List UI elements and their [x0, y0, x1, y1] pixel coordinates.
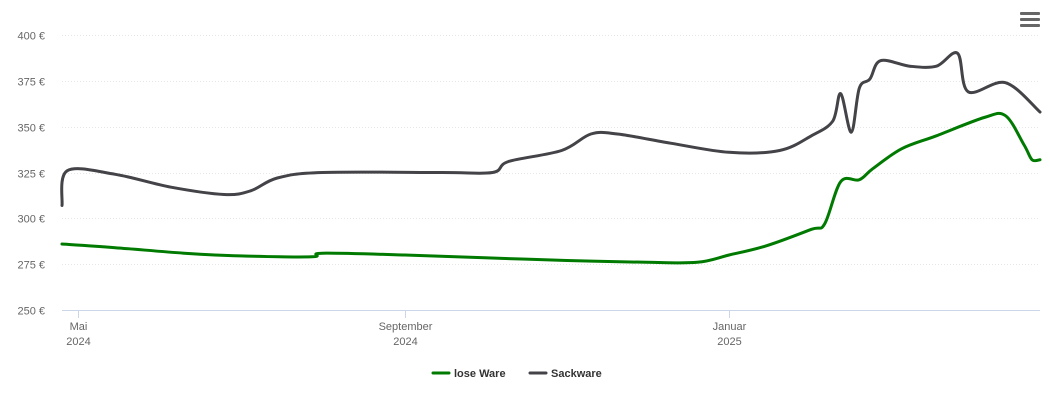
hamburger-menu-icon-bar [1020, 18, 1040, 21]
x-tick-label-year: 2024 [66, 336, 90, 348]
x-tick-label-month: September [379, 321, 433, 333]
y-tick-label: 275 € [17, 260, 45, 272]
y-tick-label: 250 € [17, 306, 45, 318]
series-line-sackware[interactable] [60, 51, 1042, 207]
grid-lines [62, 35, 1040, 265]
y-tick-label: 325 € [17, 169, 45, 181]
x-tick-label-month: Mai [70, 321, 88, 333]
y-tick-label: 400 € [17, 31, 45, 43]
chart-menu-button[interactable] [1020, 12, 1040, 30]
y-axis-labels: 250 € 275 € 300 € 325 € 350 € 375 € 400 € [17, 31, 45, 318]
x-tick-label-year: 2024 [393, 336, 417, 348]
legend[interactable]: lose Ware Sackware [431, 368, 602, 380]
series-lines [60, 51, 1042, 265]
x-tick-label-month: Januar [713, 321, 747, 333]
series-line-lose-ware[interactable] [60, 111, 1042, 265]
hamburger-menu-icon-bar [1020, 24, 1040, 27]
y-tick-label: 350 € [17, 123, 45, 135]
legend-item[interactable]: Sackware [528, 368, 602, 380]
legend-label: lose Ware [454, 368, 506, 380]
y-tick-label: 375 € [17, 77, 45, 89]
legend-label: Sackware [551, 368, 602, 380]
hamburger-menu-icon [1020, 12, 1040, 15]
y-tick-label: 300 € [17, 214, 45, 226]
x-axis-labels: Mai 2024 September 2024 Januar 2025 [66, 310, 747, 348]
legend-item[interactable]: lose Ware [431, 368, 506, 380]
x-tick-label-year: 2025 [717, 336, 741, 348]
